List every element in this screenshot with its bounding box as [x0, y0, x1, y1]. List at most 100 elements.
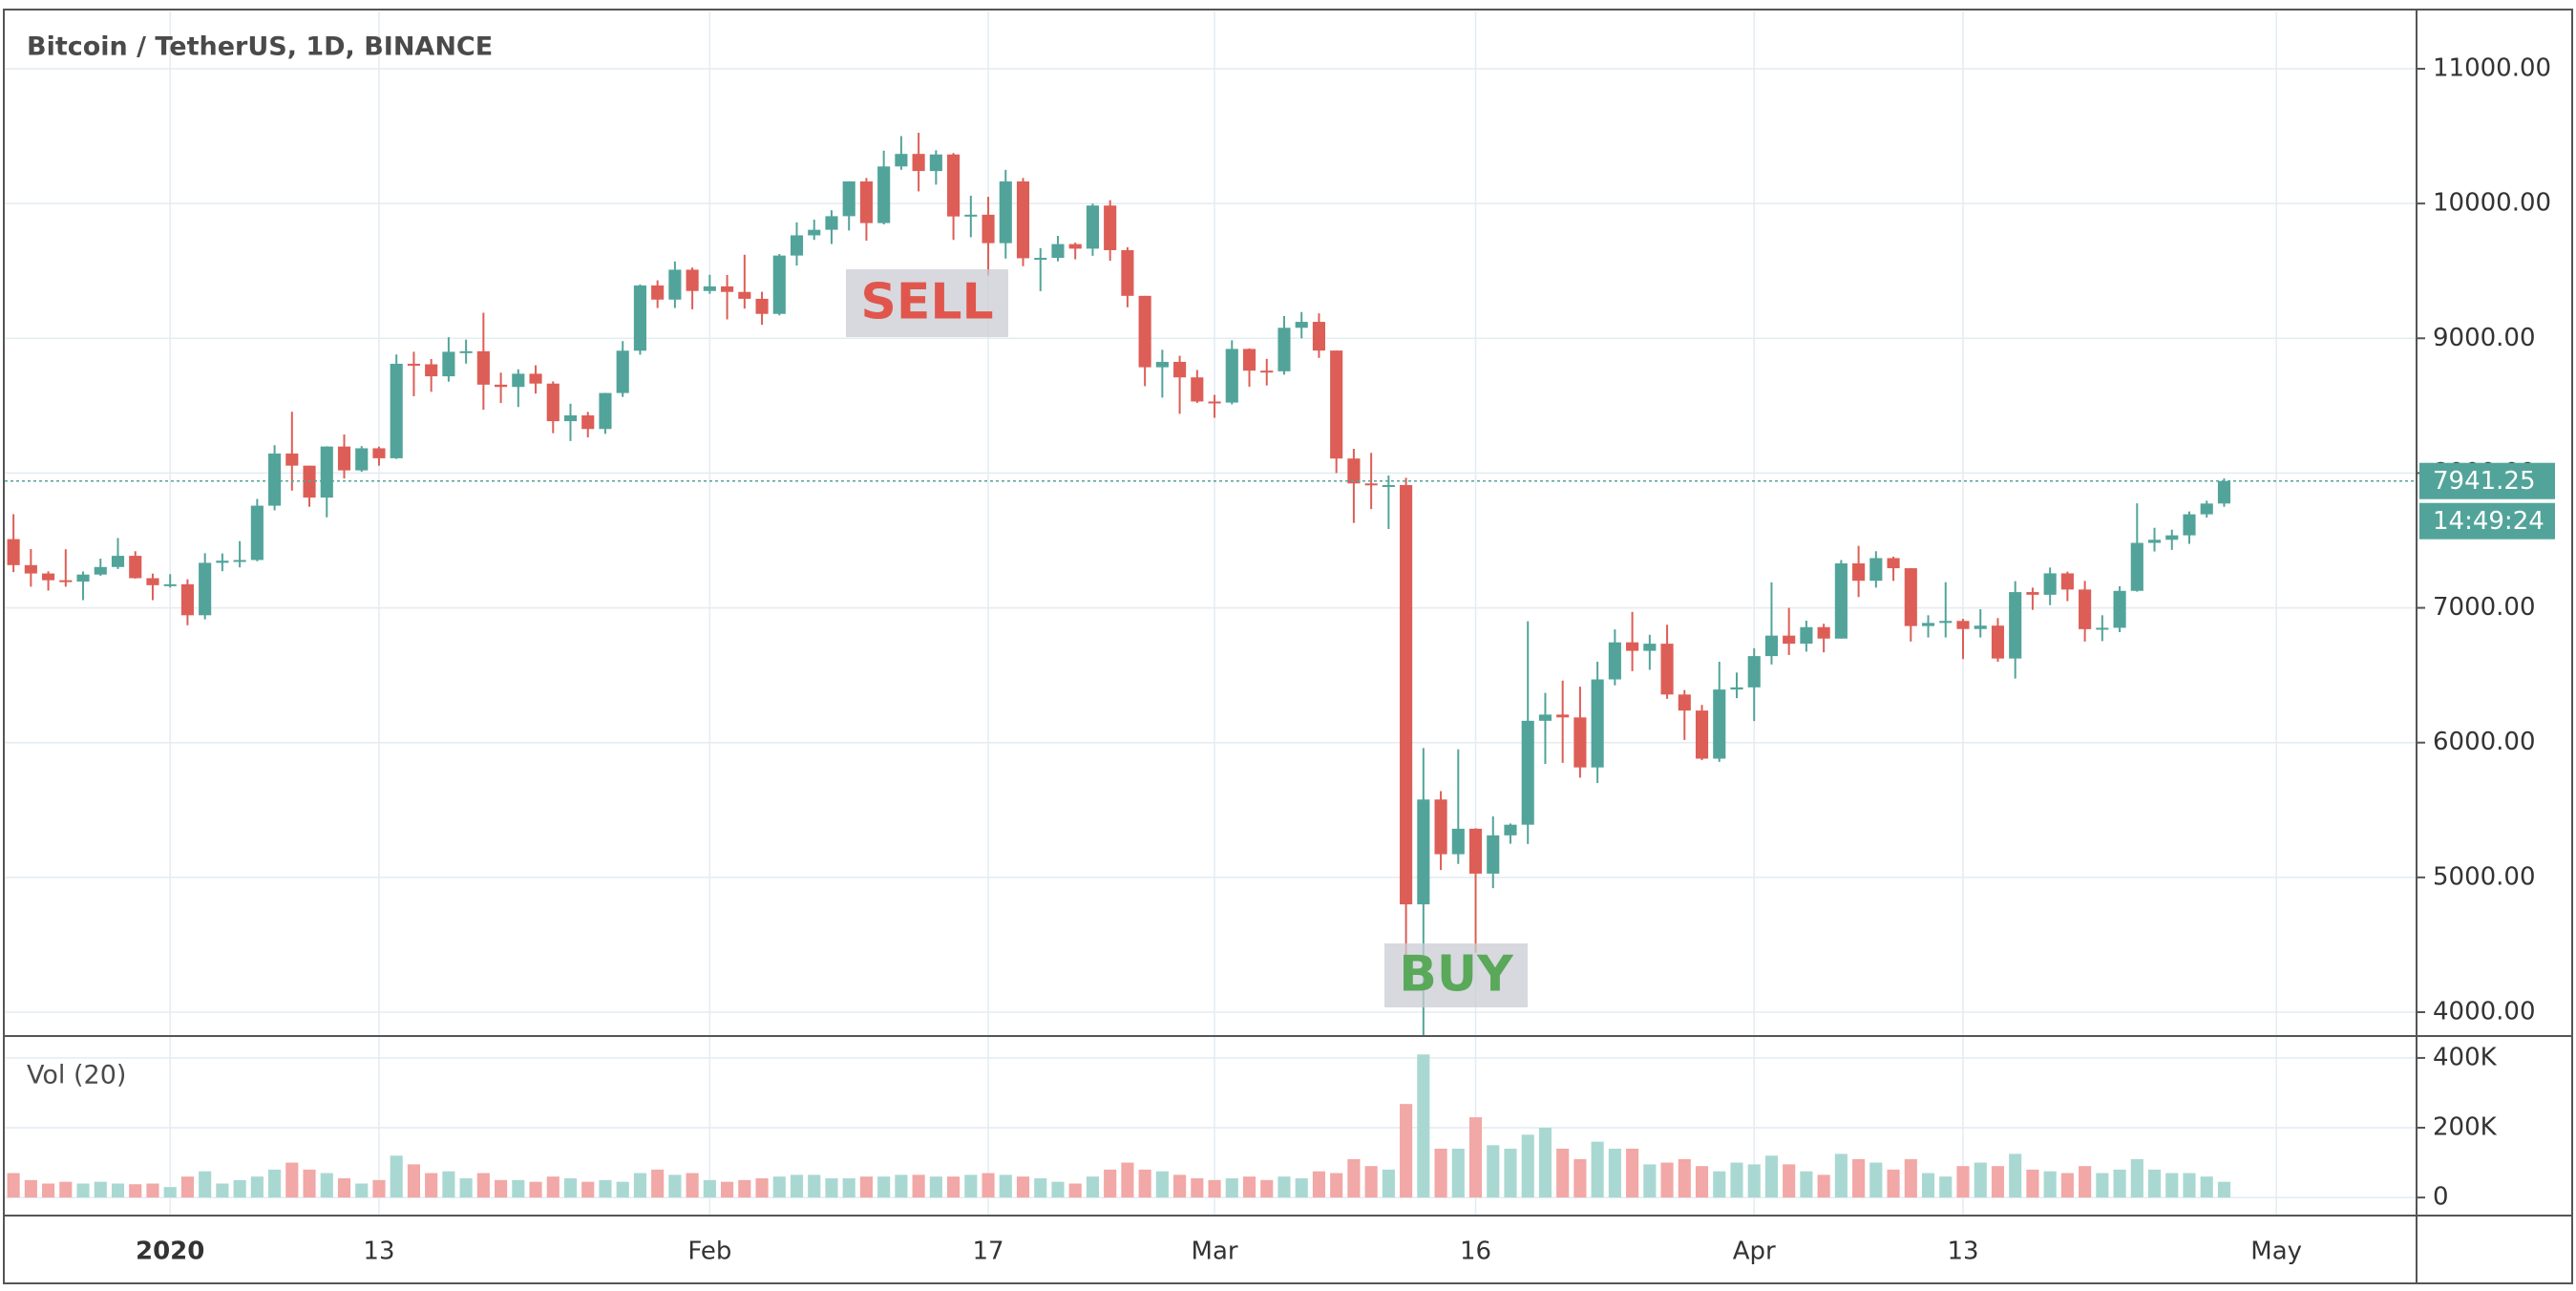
candle-body [1921, 623, 1935, 626]
volume-bar [1277, 1176, 1291, 1198]
candle-body [337, 446, 351, 471]
candle-body [1487, 835, 1500, 874]
candle-body [895, 154, 908, 167]
volume-bar [686, 1173, 699, 1198]
candle-body [2026, 592, 2039, 595]
volume-bar [250, 1176, 264, 1198]
volume-bar [1016, 1176, 1030, 1198]
candle-body [1242, 349, 1256, 371]
volume-bar [1434, 1148, 1447, 1198]
volume-bar [668, 1175, 682, 1198]
volume-bar [721, 1181, 734, 1198]
candle-body [651, 285, 665, 300]
candle-body [912, 154, 925, 172]
volume-bar [895, 1175, 908, 1198]
grid [5, 11, 2416, 1215]
candle-body [1834, 562, 1848, 639]
candle-body [42, 573, 55, 581]
candle-body [250, 505, 264, 561]
y-tick-label: 10000.00 [2433, 189, 2551, 218]
chart-title: Bitcoin / TetherUS, 1D, BINANCE [27, 32, 493, 62]
volume-bar [1626, 1148, 1639, 1198]
volume-bar [442, 1171, 455, 1198]
volume-bar [808, 1175, 821, 1198]
volume-bar [1556, 1148, 1570, 1198]
volume-bar [1730, 1162, 1743, 1198]
candle-body [76, 574, 90, 582]
candle-body [59, 580, 73, 582]
volume-bar [2043, 1171, 2057, 1198]
candle-body [129, 556, 142, 579]
candle-body [1347, 458, 1361, 484]
candle-body [1468, 828, 1483, 874]
candle-body [2165, 535, 2179, 540]
volume-bar [1538, 1128, 1552, 1198]
volume-tick-label: 200K [2433, 1113, 2498, 1142]
y-tick-label: 11000.00 [2433, 53, 2551, 82]
volume-bar [1034, 1177, 1047, 1198]
candle-body [1277, 328, 1291, 371]
volume-bar [94, 1181, 107, 1198]
volume-bar [1591, 1141, 1604, 1198]
volume-bar [842, 1177, 855, 1198]
candle-body [703, 286, 716, 291]
candle-body [790, 235, 804, 256]
volume-bar [1051, 1181, 1065, 1198]
candle-body [1225, 349, 1238, 403]
y-tick-label: 9000.00 [2433, 324, 2536, 352]
candle-body [2043, 573, 2057, 595]
volume-bar [1138, 1169, 1151, 1198]
candle-body [1852, 562, 1866, 582]
candle-body [1608, 642, 1621, 680]
volume-bar [2009, 1153, 2022, 1198]
annotation-box [1384, 943, 1528, 1007]
volume-bar [877, 1176, 891, 1198]
candle-body [982, 214, 995, 243]
candle-body [459, 350, 473, 353]
volume-bar [320, 1173, 333, 1198]
candle-body [1016, 180, 1030, 259]
candle-body [199, 562, 212, 616]
volume-bar [1260, 1179, 1274, 1198]
candle-body [1451, 828, 1465, 855]
candle-body [1330, 350, 1343, 459]
candle-body [355, 448, 369, 471]
volume-bar [616, 1181, 629, 1198]
candle-body [1660, 644, 1674, 695]
volume-bar [1312, 1171, 1326, 1198]
candle-body [1730, 687, 1743, 690]
volume-bar [1695, 1166, 1709, 1198]
x-tick-label: May [2250, 1238, 2302, 1266]
candle-body [1626, 642, 1639, 651]
candle-body [964, 214, 978, 217]
volume-bar [738, 1179, 751, 1198]
annotation-text: SELL [860, 274, 993, 331]
volume-bar [1468, 1117, 1483, 1198]
candle-body [24, 564, 37, 574]
candle-body [1800, 626, 1813, 645]
volume-bar [42, 1183, 55, 1198]
volume-bar [1295, 1177, 1308, 1198]
volume-bar [1608, 1148, 1621, 1198]
x-tick-label: 16 [1460, 1238, 1491, 1266]
volume-bar [2026, 1169, 2039, 1198]
candle-body [2183, 514, 2196, 536]
candle-body [1764, 635, 1779, 657]
volume-bar [233, 1179, 246, 1198]
candle-body [633, 285, 646, 351]
candle-body [1434, 799, 1447, 855]
candle-body [1591, 679, 1604, 768]
candle-body [1678, 694, 1691, 711]
volume-bar [772, 1176, 786, 1198]
volume-bar [1068, 1183, 1082, 1198]
volume-bar [337, 1177, 351, 1198]
candle-body [7, 539, 20, 565]
candle-body [1504, 824, 1517, 836]
volume-bar [59, 1181, 73, 1198]
volume-bar [407, 1164, 420, 1198]
volume-bar [1330, 1173, 1343, 1198]
volume-bar [1764, 1155, 1779, 1198]
y-tick-label: 6000.00 [2433, 728, 2536, 756]
candle-body [1034, 258, 1047, 261]
candle-body [721, 286, 734, 292]
